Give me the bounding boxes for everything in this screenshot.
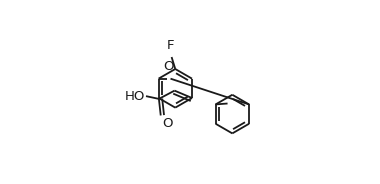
Text: F: F xyxy=(167,39,174,52)
Text: HO: HO xyxy=(125,90,145,103)
Text: O: O xyxy=(163,117,173,130)
Text: O: O xyxy=(163,60,174,73)
